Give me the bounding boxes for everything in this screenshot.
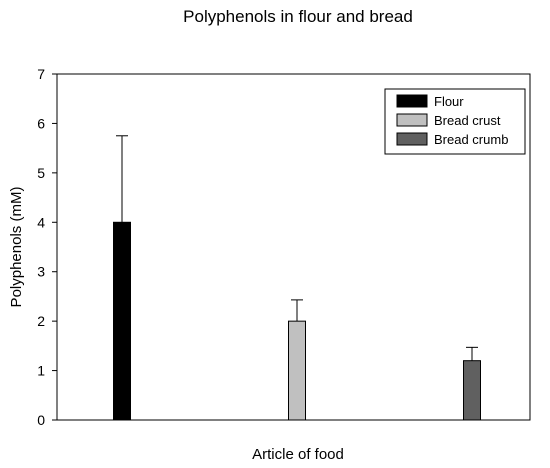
x-axis-label: Article of food (252, 446, 344, 463)
legend-label: Flour (434, 94, 464, 109)
y-tick-label: 4 (37, 214, 45, 230)
legend-swatch (396, 94, 428, 108)
y-tick-label: 7 (37, 66, 45, 82)
chart-title: Polyphenols in flour and bread (183, 7, 413, 26)
y-tick-label: 6 (37, 115, 45, 131)
y-tick-label: 2 (37, 313, 45, 329)
legend: Flour Bread crust Bread crumb (384, 88, 526, 155)
y-tick-label: 5 (37, 165, 45, 181)
bar-bread-crumb (463, 360, 481, 421)
bars (113, 135, 481, 421)
legend-swatch (396, 113, 428, 127)
legend-label: Bread crumb (434, 132, 508, 147)
bar-flour (113, 221, 131, 421)
y-axis: 0 1 2 3 4 5 6 7 (37, 66, 57, 428)
y-axis-label: Polyphenols (mM) (8, 187, 25, 308)
legend-swatch (396, 132, 428, 146)
y-tick-label: 1 (37, 363, 45, 379)
y-tick-label: 3 (37, 264, 45, 280)
legend-label: Bread crust (434, 113, 501, 128)
y-tick-label: 0 (37, 412, 45, 428)
bar-bread-crust (288, 320, 306, 421)
